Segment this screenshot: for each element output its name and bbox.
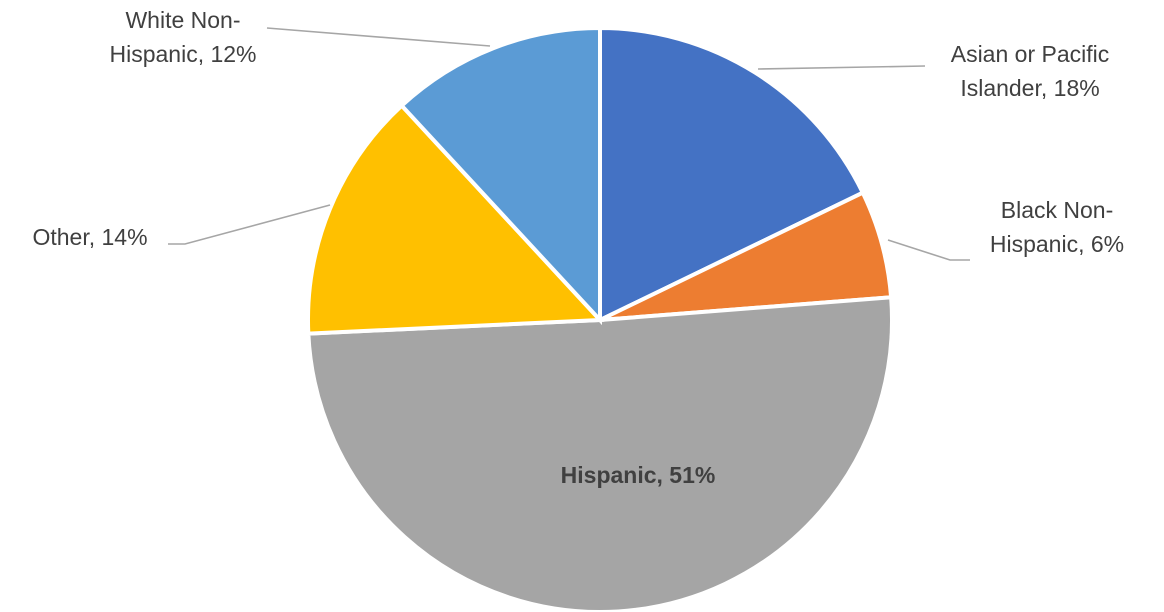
data-label-line: Hispanic, 6%	[990, 231, 1124, 257]
data-label-line: Hispanic, 51%	[561, 462, 716, 488]
data-label-line: White Non-	[125, 7, 240, 33]
data-label-line: Asian or Pacific	[951, 41, 1110, 67]
leader-line-black-non-hispanic	[887, 239, 970, 261]
data-label-line: Black Non-	[1001, 197, 1113, 223]
pie-slice-asian-or-pacific-islander	[598, 25, 866, 324]
leader-line-other	[168, 204, 331, 245]
pie-slice-white-non-hispanic	[398, 25, 602, 326]
data-label-hispanic: Hispanic, 51%	[561, 462, 716, 488]
data-label-line: Other, 14%	[32, 224, 147, 250]
data-label-other: Other, 14%	[32, 224, 147, 250]
pie-slice-hispanic	[306, 295, 894, 612]
pie-slice-other	[306, 102, 605, 336]
data-label-asian-or-pacific-islander: Asian or Pacific Islander, 18%	[951, 41, 1110, 101]
data-label-line: Islander, 18%	[960, 75, 1099, 101]
slices-layer	[306, 25, 894, 612]
leader-lines-layer	[168, 27, 970, 261]
leader-line-asian-or-pacific-islander	[757, 65, 926, 70]
labels-layer: Asian or Pacific Islander, 18% Black Non- H…	[32, 7, 1124, 488]
data-label-white-non-hispanic: White Non- Hispanic, 12%	[109, 7, 256, 67]
data-label-black-non-hispanic: Black Non- Hispanic, 6%	[990, 197, 1124, 257]
leader-line-white-non-hispanic	[266, 27, 491, 47]
data-label-line: Hispanic, 12%	[109, 41, 256, 67]
